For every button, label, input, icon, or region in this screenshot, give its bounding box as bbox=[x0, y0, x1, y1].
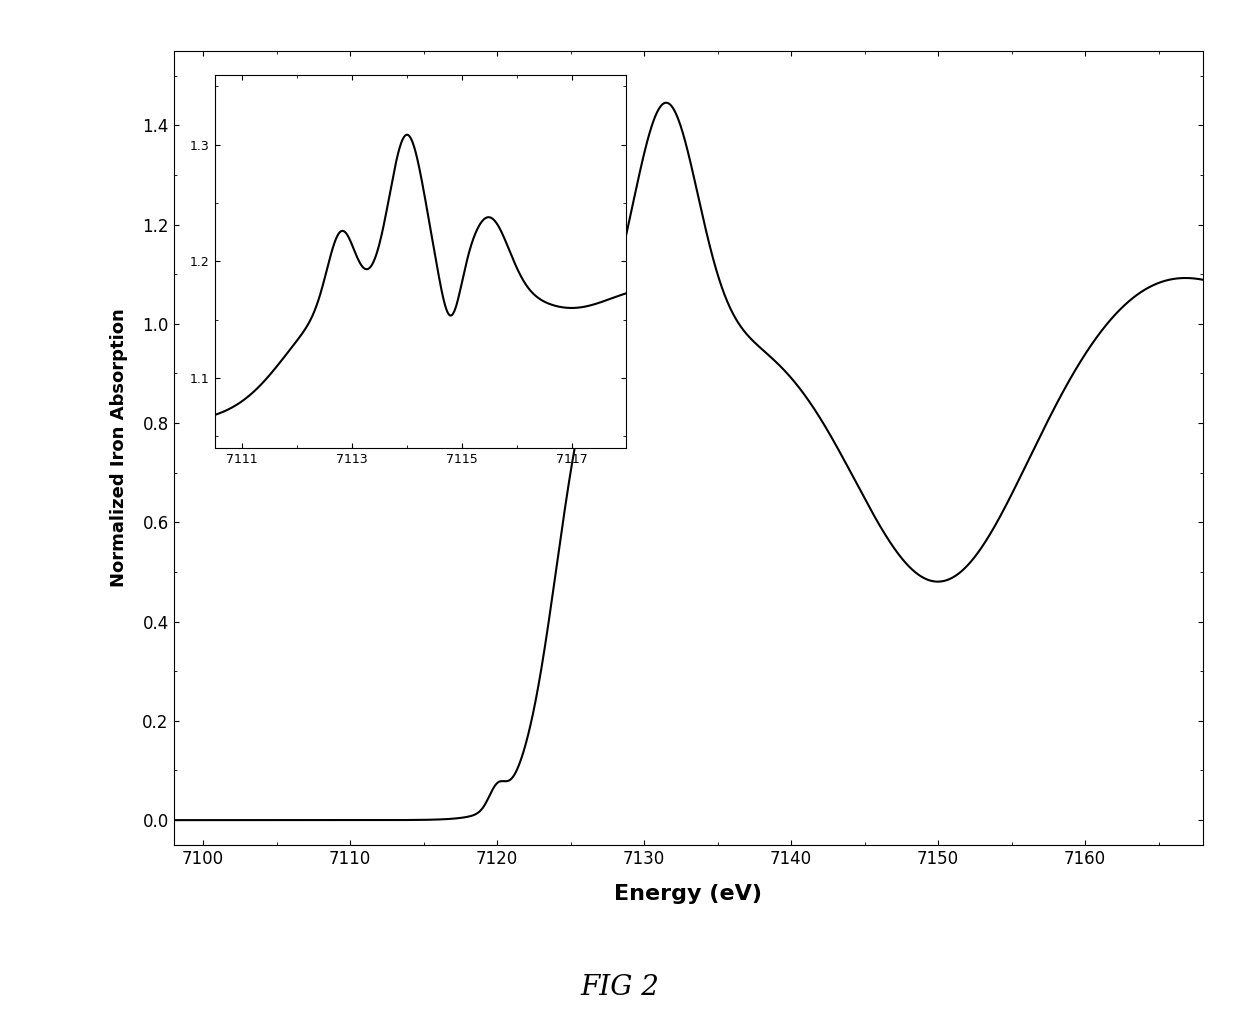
Y-axis label: Normalized Iron Absorption: Normalized Iron Absorption bbox=[110, 308, 129, 587]
Text: FIG 2: FIG 2 bbox=[580, 974, 660, 1001]
X-axis label: Energy (eV): Energy (eV) bbox=[614, 885, 763, 904]
